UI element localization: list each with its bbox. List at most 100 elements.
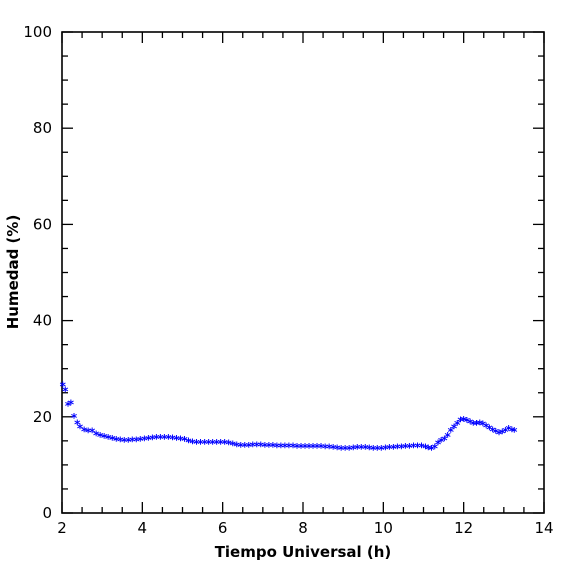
data-point: * <box>406 441 413 455</box>
data-point: * <box>226 437 233 451</box>
x-tick-label: 4 <box>138 519 148 537</box>
data-point: * <box>480 418 487 432</box>
data-point: * <box>181 434 188 448</box>
x-tick-label: 8 <box>298 519 308 537</box>
data-point: * <box>366 443 373 457</box>
y-tick-label: 60 <box>33 215 52 233</box>
data-point: * <box>129 434 136 448</box>
data-point: * <box>354 442 361 456</box>
data-point: * <box>71 411 78 425</box>
data-point: * <box>193 437 200 451</box>
data-point: * <box>270 440 277 454</box>
data-point: * <box>68 397 75 411</box>
data-point: * <box>74 418 81 432</box>
data-point: * <box>346 443 353 457</box>
data-point: * <box>432 442 439 456</box>
data-point: * <box>254 440 261 454</box>
data-point: * <box>209 437 216 451</box>
x-tick-label: 6 <box>218 519 228 537</box>
data-point: * <box>282 441 289 455</box>
data-point: * <box>177 433 184 447</box>
data-point: * <box>60 380 67 394</box>
y-tick-label: 20 <box>33 408 52 426</box>
data-point: * <box>338 443 345 457</box>
data-point: * <box>506 423 513 437</box>
data-point: * <box>457 415 464 429</box>
data-point: * <box>441 433 448 447</box>
data-point: * <box>410 441 417 455</box>
data-point: * <box>117 434 124 448</box>
data-point: * <box>334 443 341 457</box>
data-point: * <box>473 418 480 432</box>
data-point: * <box>448 425 455 439</box>
data-point: * <box>374 443 381 457</box>
axis-ticks <box>61 31 545 514</box>
x-tick-label: 14 <box>534 519 553 537</box>
data-point: * <box>97 430 104 444</box>
data-point: * <box>496 428 503 442</box>
data-point: * <box>169 432 176 446</box>
data-point: * <box>262 440 269 454</box>
data-point: * <box>149 432 156 446</box>
data-point: * <box>483 420 490 434</box>
x-tick-label: 10 <box>374 519 393 537</box>
data-point: * <box>93 429 100 443</box>
x-tick-label: 2 <box>57 519 67 537</box>
data-point: * <box>402 441 409 455</box>
data-point: * <box>502 425 509 439</box>
y-axis-title: Humedad (%) <box>4 215 22 330</box>
data-point: * <box>414 441 421 455</box>
data-point: * <box>362 442 369 456</box>
data-point: * <box>197 437 204 451</box>
plot-frame <box>61 31 545 514</box>
data-point: * <box>242 440 249 454</box>
data-point: * <box>461 414 468 428</box>
data-point: * <box>509 424 516 438</box>
data-point: * <box>153 432 160 446</box>
data-point: * <box>298 441 305 455</box>
data-point: * <box>422 442 429 456</box>
data-point: * <box>444 430 451 444</box>
data-point: * <box>486 422 493 436</box>
data-point: * <box>157 432 164 446</box>
data-point: * <box>205 437 212 451</box>
y-tick-labels: 0 20 40 60 80 100 <box>23 23 52 522</box>
data-point: * <box>350 443 357 457</box>
data-point: * <box>101 431 108 445</box>
data-point: * <box>306 441 313 455</box>
y-tick-label: 40 <box>33 312 52 330</box>
data-point: * <box>470 418 477 432</box>
data-point: * <box>477 418 484 432</box>
data-point: * <box>398 442 405 456</box>
data-point: * <box>201 437 208 451</box>
data-point: * <box>464 415 471 429</box>
data-point: * <box>302 441 309 455</box>
data-point: * <box>266 440 273 454</box>
data-point: * <box>189 436 196 450</box>
data-point: * <box>214 437 221 451</box>
data-point: * <box>326 442 333 456</box>
data-point: * <box>342 443 349 457</box>
data-point: * <box>77 421 84 435</box>
data-point: * <box>489 424 496 438</box>
data-point: * <box>161 432 168 446</box>
y-tick-label: 80 <box>33 119 52 137</box>
data-point: * <box>258 440 265 454</box>
data-point: * <box>330 442 337 456</box>
data-point: * <box>378 443 385 457</box>
data-point: * <box>81 424 88 438</box>
data-point: * <box>382 443 389 457</box>
data-point: * <box>499 427 506 441</box>
data-point: * <box>290 441 297 455</box>
data-point: * <box>294 441 301 455</box>
data-point: * <box>278 441 285 455</box>
data-point: * <box>165 432 172 446</box>
data-point: * <box>230 439 237 453</box>
data-point: * <box>438 435 445 449</box>
data-point: * <box>173 433 180 447</box>
data-point: * <box>141 433 148 447</box>
data-points: ****************************************… <box>60 380 518 457</box>
data-point: * <box>250 440 257 454</box>
data-point: * <box>185 435 192 449</box>
data-point: * <box>318 441 325 455</box>
